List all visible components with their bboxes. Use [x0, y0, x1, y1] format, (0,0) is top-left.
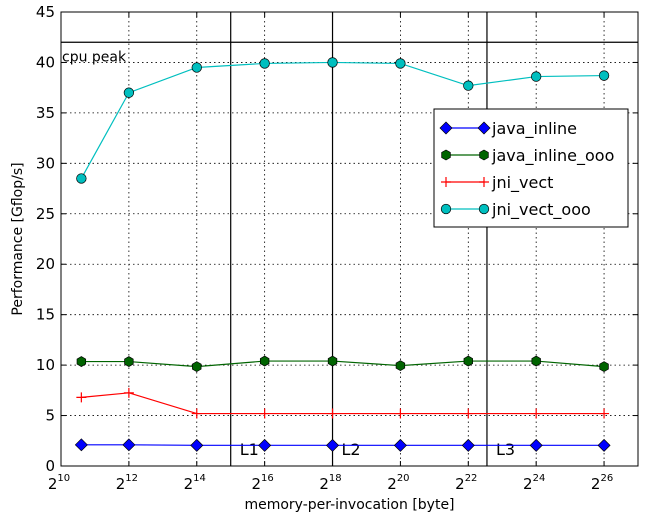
- data-point-java-inline: [191, 439, 203, 451]
- data-point-jni-vect-ooo: [531, 72, 541, 82]
- data-point-java-inline-ooo: [396, 361, 405, 371]
- x-tick-label: 210: [48, 473, 70, 493]
- cpu-peak-label: cpu peak: [62, 49, 127, 65]
- data-point-java-inline: [75, 439, 87, 451]
- y-axis-label: Performance [Gflop/s]: [10, 162, 26, 315]
- data-point-java-inline: [327, 439, 339, 451]
- legend: java_inline java_inline_ooo jni_vect jni_ve…: [434, 109, 628, 227]
- y-tick-label: 0: [45, 457, 55, 475]
- data-point-jni-vect: [260, 409, 270, 419]
- data-point-java-inline-ooo: [464, 356, 473, 366]
- legend-label-java-inline-ooo: java_inline_ooo: [491, 146, 614, 166]
- data-point-java-inline-ooo: [125, 357, 134, 367]
- data-point-java-inline-ooo: [600, 362, 609, 372]
- data-point-java-inline-ooo: [532, 356, 541, 366]
- series-line-java-inline: [81, 445, 604, 446]
- x-tick-label: 212: [116, 473, 138, 493]
- cache-label-l2: L2: [342, 440, 361, 459]
- data-point-java-inline: [462, 439, 474, 451]
- data-point-jni-vect-ooo: [599, 71, 609, 81]
- y-tick-label: 45: [36, 3, 55, 21]
- y-tick-label: 35: [36, 104, 55, 122]
- x-tick-label: 214: [184, 473, 206, 493]
- series-line-jni-vect: [81, 393, 604, 414]
- data-point-java-inline-ooo: [260, 356, 269, 366]
- legend-marker-java-inline-ooo: [480, 150, 489, 160]
- y-tick-label: 40: [36, 53, 55, 71]
- data-point-jni-vect-ooo: [328, 58, 338, 68]
- data-point-java-inline: [259, 439, 271, 451]
- grid: [61, 12, 638, 466]
- data-point-java-inline: [598, 439, 610, 451]
- x-tick-label: 222: [455, 473, 477, 493]
- data-point-java-inline: [123, 439, 135, 451]
- legend-label-jni-vect: jni_vect: [491, 173, 553, 193]
- data-point-jni-vect: [192, 409, 202, 419]
- data-point-jni-vect-ooo: [463, 81, 473, 91]
- data-point-jni-vect: [531, 409, 541, 419]
- legend-label-jni-vect-ooo: jni_vect_ooo: [491, 200, 591, 220]
- data-point-jni-vect: [395, 409, 405, 419]
- data-point-jni-vect: [124, 388, 134, 398]
- series-java-inline-ooo: [77, 356, 608, 372]
- plot-frame: [61, 12, 638, 466]
- legend-label-java-inline: java_inline: [491, 119, 577, 139]
- legend-marker-java-inline-ooo: [442, 150, 451, 160]
- data-point-java-inline-ooo: [77, 357, 86, 367]
- y-tick-label: 20: [36, 255, 55, 273]
- cache-label-l1: L1: [240, 440, 259, 459]
- data-point-java-inline: [530, 439, 542, 451]
- y-tick-label: 5: [45, 407, 55, 425]
- x-axis-label: memory-per-invocation [byte]: [244, 497, 454, 513]
- y-tick-label: 15: [36, 306, 55, 324]
- cache-label-l3: L3: [496, 440, 515, 459]
- x-tick-label: 224: [523, 473, 545, 493]
- series-jni-vect: [76, 388, 609, 419]
- data-point-jni-vect: [328, 409, 338, 419]
- data-point-jni-vect-ooo: [260, 59, 270, 69]
- data-point-jni-vect-ooo: [192, 63, 202, 73]
- x-tick-label: 216: [252, 473, 274, 493]
- y-tick-label: 30: [36, 154, 55, 172]
- data-point-jni-vect: [463, 409, 473, 419]
- legend-marker-jni-vect-ooo: [441, 204, 451, 214]
- data-point-jni-vect-ooo: [124, 88, 134, 98]
- x-tick-label: 220: [387, 473, 409, 493]
- data-point-jni-vect: [76, 392, 86, 402]
- data-point-java-inline-ooo: [192, 362, 201, 372]
- legend-marker-jni-vect-ooo: [479, 204, 489, 214]
- reference-lines: L1 L2 L3: [61, 12, 638, 466]
- series-line-java-inline-ooo: [81, 361, 604, 367]
- data-point-java-inline-ooo: [328, 356, 337, 366]
- data-point-java-inline: [394, 439, 406, 451]
- data-point-jni-vect: [599, 409, 609, 419]
- data-point-jni-vect-ooo: [396, 59, 406, 69]
- data-point-jni-vect-ooo: [77, 174, 87, 184]
- x-tick-label: 226: [591, 473, 613, 493]
- y-tick-label: 10: [36, 356, 55, 374]
- x-tick-label: 218: [319, 473, 341, 493]
- y-tick-label: 25: [36, 205, 55, 223]
